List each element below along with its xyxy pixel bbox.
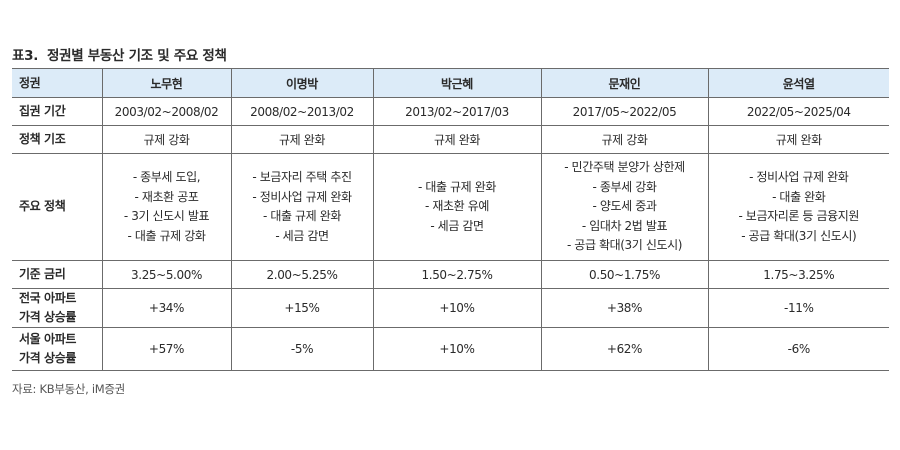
- policy-item: - 공급 확대(3기 신도시): [566, 238, 683, 253]
- policy-item: - 양도세 중과: [592, 199, 657, 214]
- table-number: 표3.: [12, 48, 39, 64]
- table-cell: 2008/02~2013/02: [230, 97, 374, 126]
- policy-item: - 대출 완화: [772, 189, 826, 204]
- policy-list-cell: - 정비사업 규제 완화 - 대출 완화 - 보금자리론 등 금융지원 - 공급…: [707, 153, 889, 261]
- table-row-policies: 주요 정책 - 종부세 도입, - 재초환 공포 - 3기 신도시 발표 - 대…: [12, 153, 889, 261]
- row-label: 기준 금리: [12, 260, 103, 289]
- table-row-seoul-apt: 서울 아파트 가격 상승률 +57% -5% +10% +62% -6%: [12, 327, 889, 371]
- table-cell: 규제 완화: [372, 125, 542, 154]
- row-label: 집권 기간: [12, 97, 103, 126]
- table-cell: +62%: [540, 327, 709, 371]
- table-cell: +38%: [540, 288, 709, 328]
- table-cell: 2022/05~2025/04: [707, 97, 889, 126]
- policy-item: - 세금 감면: [430, 218, 484, 233]
- policy-item: - 재초환 유예: [425, 199, 489, 214]
- column-header-roh: 노무현: [101, 68, 232, 98]
- table-cell: +57%: [101, 327, 232, 371]
- column-header-lee: 이명박: [230, 68, 374, 98]
- table-cell: -5%: [230, 327, 374, 371]
- policy-item: - 종부세 강화: [592, 179, 657, 194]
- row-label-line: 서울 아파트: [19, 332, 76, 346]
- row-label-line: 전국 아파트: [19, 291, 76, 305]
- table-cell: 2003/02~2008/02: [101, 97, 232, 126]
- table-cell: 2013/02~2017/03: [372, 97, 542, 126]
- table-cell: 규제 완화: [230, 125, 374, 154]
- table-row-rate: 기준 금리 3.25~5.00% 2.00~5.25% 1.50~2.75% 0…: [12, 260, 889, 289]
- policy-list-cell: - 보금자리 주택 추진 - 정비사업 규제 완화 - 대출 규제 완화 - 세…: [230, 153, 374, 261]
- table-cell: -6%: [707, 327, 889, 371]
- column-header-park: 박근혜: [372, 68, 542, 98]
- source-note: 자료: KB부동산, iM증권: [12, 382, 125, 396]
- row-label: 주요 정책: [12, 153, 103, 261]
- table-cell: 규제 강화: [540, 125, 709, 154]
- row-label: 정책 기조: [12, 125, 103, 154]
- policy-item: - 보금자리론 등 금융지원: [738, 209, 860, 223]
- table-cell: 3.25~5.00%: [101, 260, 232, 289]
- row-label-line: 가격 상승률: [19, 310, 76, 324]
- policy-item: - 재초환 공포: [134, 189, 199, 204]
- table-row-period: 집권 기간 2003/02~2008/02 2008/02~2013/02 20…: [12, 97, 889, 126]
- table-cell: -11%: [707, 288, 889, 328]
- row-label: 전국 아파트 가격 상승률: [12, 288, 103, 328]
- policy-item: - 세금 감면: [275, 228, 329, 243]
- table-row-national-apt: 전국 아파트 가격 상승률 +34% +15% +10% +38% -11%: [12, 288, 889, 328]
- policy-item: - 민간주택 분양가 상한제: [564, 160, 685, 175]
- table-cell: 2.00~5.25%: [230, 260, 374, 289]
- policy-item: - 정비사업 규제 완화: [749, 170, 849, 184]
- policy-item: - 3기 신도시 발표: [123, 209, 210, 223]
- policy-list-cell: - 종부세 도입, - 재초환 공포 - 3기 신도시 발표 - 대출 규제 강…: [101, 153, 232, 261]
- table-cell: +10%: [372, 327, 542, 371]
- policy-item: - 대출 규제 완화: [262, 209, 341, 223]
- policy-table: 정권 노무현 이명박 박근혜 문재인 윤석열 집권 기간 2003/02~200…: [12, 68, 889, 371]
- table-cell: 1.75~3.25%: [707, 260, 889, 289]
- policy-item: - 보금자리 주택 추진: [252, 170, 352, 184]
- column-header-moon: 문재인: [540, 68, 709, 98]
- table-title-text: 정권별 부동산 기조 및 주요 정책: [47, 48, 227, 64]
- table-cell: 규제 강화: [101, 125, 232, 154]
- policy-item: - 대출 규제 완화: [417, 179, 496, 194]
- row-label-line: 가격 상승률: [19, 351, 76, 365]
- policy-item: - 대출 규제 강화: [127, 228, 206, 243]
- corner-header: 정권: [12, 68, 103, 98]
- table-row-basis: 정책 기조 규제 강화 규제 완화 규제 완화 규제 강화 규제 완화: [12, 125, 889, 154]
- table-cell: +15%: [230, 288, 374, 328]
- policy-item: - 정비사업 규제 완화: [252, 189, 352, 204]
- table-cell: 규제 완화: [707, 125, 889, 154]
- column-header-yoon: 윤석열: [707, 68, 889, 98]
- policy-list-cell: - 대출 규제 완화 - 재초환 유예 - 세금 감면: [372, 153, 542, 261]
- table-cell: +10%: [372, 288, 542, 328]
- table-cell: 1.50~2.75%: [372, 260, 542, 289]
- row-label: 서울 아파트 가격 상승률: [12, 327, 103, 371]
- table-cell: 0.50~1.75%: [540, 260, 709, 289]
- policy-item: - 임대차 2법 발표: [581, 218, 668, 233]
- policy-list-cell: - 민간주택 분양가 상한제 - 종부세 강화 - 양도세 중과 - 임대차 2…: [540, 153, 709, 261]
- table-cell: 2017/05~2022/05: [540, 97, 709, 126]
- table-cell: +34%: [101, 288, 232, 328]
- header-row: 정권 노무현 이명박 박근혜 문재인 윤석열: [12, 68, 889, 98]
- table-title: 표3. 정권별 부동산 기조 및 주요 정책: [12, 44, 227, 64]
- policy-item: - 종부세 도입,: [132, 170, 201, 184]
- policy-item: - 공급 확대(3기 신도시): [741, 228, 857, 243]
